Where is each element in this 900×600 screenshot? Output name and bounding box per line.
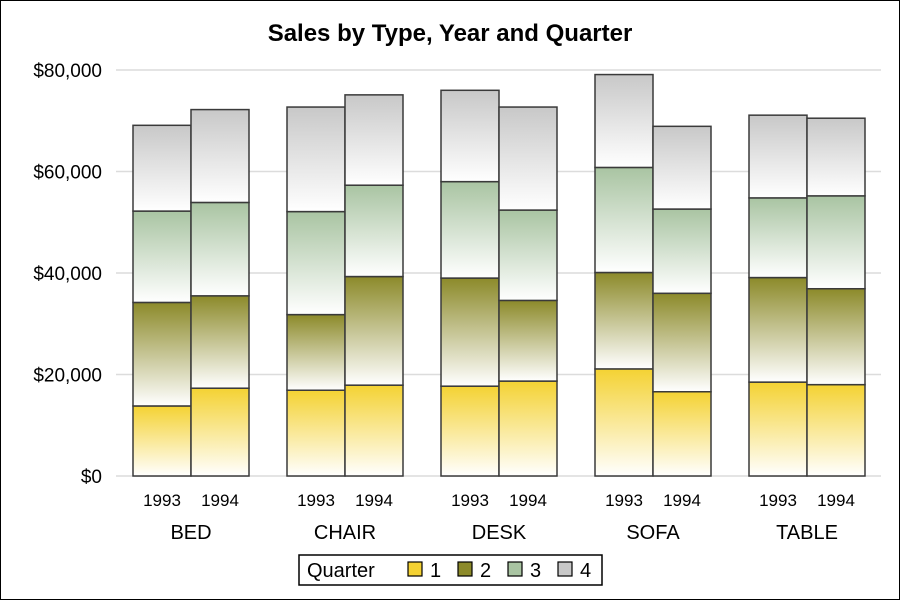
x-year-label: 1994 — [509, 491, 547, 510]
bar-segment-sofa-1993-q1 — [594, 368, 654, 477]
x-year-label: 1993 — [605, 491, 643, 510]
bar-segment-sofa-1993-q3 — [594, 166, 654, 274]
legend-label-q3: 3 — [530, 560, 541, 582]
bar-segment-desk-1993-q4 — [440, 89, 500, 183]
bar-segment-chair-1993-q4 — [286, 106, 346, 213]
bar-segment-bed-1994-q3 — [190, 201, 250, 297]
bar-segment-chair-1994-q1 — [344, 384, 404, 477]
legend-swatch-q2 — [457, 561, 473, 577]
bar-segment-table-1993-q3 — [748, 197, 808, 279]
legend-swatch-q1 — [407, 561, 423, 577]
y-tick-label: $60,000 — [33, 163, 102, 184]
bar-segment-chair-1993-q1 — [286, 389, 346, 477]
x-category-label: BED — [170, 522, 211, 544]
bar-segment-table-1993-q2 — [748, 276, 808, 383]
bar-segment-sofa-1994-q2 — [652, 292, 712, 393]
bar-segment-sofa-1993-q2 — [594, 271, 654, 370]
bar-segment-bed-1993-q3 — [132, 210, 192, 304]
y-tick-label: $80,000 — [33, 61, 102, 82]
bar-segment-chair-1993-q2 — [286, 313, 346, 391]
bar-segment-sofa-1994-q1 — [652, 391, 712, 477]
bars — [132, 73, 866, 477]
bar-segment-table-1994-q4 — [806, 117, 866, 197]
bar-segment-desk-1993-q1 — [440, 385, 500, 477]
bar-segment-chair-1994-q4 — [344, 94, 404, 186]
bar-segment-bed-1993-q2 — [132, 301, 192, 407]
x-category-label: SOFA — [626, 522, 680, 544]
bar-segment-table-1993-q1 — [748, 381, 808, 477]
x-year-label: 1993 — [451, 491, 489, 510]
legend-title: Quarter — [307, 560, 375, 582]
bar-segment-bed-1993-q4 — [132, 124, 192, 212]
bar-segment-desk-1994-q4 — [498, 106, 558, 211]
x-year-label: 1994 — [355, 491, 393, 510]
legend-swatch-q4 — [557, 561, 573, 577]
x-category-label: DESK — [472, 522, 527, 544]
legend-swatch-q3 — [507, 561, 523, 577]
bar-segment-bed-1994-q2 — [190, 295, 250, 389]
bar-segment-sofa-1993-q4 — [594, 73, 654, 169]
x-axis: 1993 1994 BED 1993 1994 CHAIR 1993 1994 DESK 1993… — [143, 491, 855, 544]
legend-label-q4: 4 — [580, 560, 591, 582]
x-year-label: 1993 — [143, 491, 181, 510]
y-axis: $0 $20,000 $40,000 $60,000 $80,000 — [33, 61, 102, 488]
x-year-label: 1994 — [817, 491, 855, 510]
bar-segment-bed-1994-q1 — [190, 387, 250, 477]
bar-segment-desk-1994-q1 — [498, 380, 558, 477]
bar-segment-table-1994-q3 — [806, 195, 866, 290]
bar-segment-chair-1994-q2 — [344, 275, 404, 386]
legend: Quarter 1 2 3 4 — [298, 554, 603, 586]
bar-segment-bed-1993-q1 — [132, 405, 192, 477]
bar-segment-bed-1994-q4 — [190, 108, 250, 204]
y-tick-label: $40,000 — [33, 264, 102, 285]
bar-segment-desk-1994-q2 — [498, 299, 558, 382]
bar-segment-table-1993-q4 — [748, 114, 808, 199]
bar-segment-desk-1993-q2 — [440, 277, 500, 387]
legend-frame — [298, 554, 603, 586]
x-year-label: 1993 — [759, 491, 797, 510]
x-year-label: 1993 — [297, 491, 335, 510]
bar-segment-sofa-1994-q3 — [652, 208, 712, 295]
legend-label-q1: 1 — [430, 560, 441, 582]
x-year-label: 1994 — [201, 491, 239, 510]
chart-title: Sales by Type, Year and Quarter — [268, 20, 633, 47]
bar-segment-table-1994-q2 — [806, 287, 866, 386]
y-tick-label: $20,000 — [33, 366, 102, 387]
bar-segment-desk-1993-q3 — [440, 180, 500, 279]
x-year-label: 1994 — [663, 491, 701, 510]
bar-segment-chair-1993-q3 — [286, 210, 346, 316]
bar-segment-chair-1994-q3 — [344, 184, 404, 278]
bar-segment-desk-1994-q3 — [498, 209, 558, 302]
y-tick-label: $0 — [81, 467, 102, 488]
legend-label-q2: 2 — [480, 560, 491, 582]
bar-segment-table-1994-q1 — [806, 383, 866, 477]
bar-segment-sofa-1994-q4 — [652, 125, 712, 210]
x-category-label: CHAIR — [314, 522, 376, 544]
x-category-label: TABLE — [776, 522, 838, 544]
